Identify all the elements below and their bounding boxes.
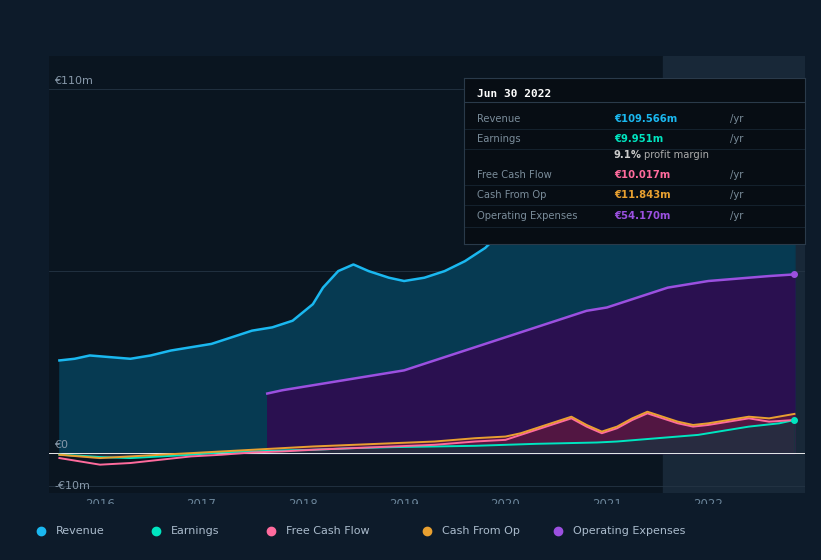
- Text: -€10m: -€10m: [54, 481, 90, 491]
- Text: €0: €0: [54, 440, 68, 450]
- Text: Earnings: Earnings: [478, 134, 521, 144]
- Text: Cash From Op: Cash From Op: [442, 526, 520, 536]
- Text: Jun 30 2022: Jun 30 2022: [478, 89, 552, 99]
- Text: €10.017m: €10.017m: [614, 170, 670, 180]
- Text: Operating Expenses: Operating Expenses: [573, 526, 686, 536]
- Text: Free Cash Flow: Free Cash Flow: [286, 526, 369, 536]
- Text: /yr: /yr: [730, 170, 743, 180]
- Text: Earnings: Earnings: [171, 526, 219, 536]
- Text: /yr: /yr: [730, 114, 743, 124]
- Text: €109.566m: €109.566m: [614, 114, 677, 124]
- Text: profit margin: profit margin: [644, 150, 709, 160]
- Text: Free Cash Flow: Free Cash Flow: [478, 170, 553, 180]
- Text: €11.843m: €11.843m: [614, 190, 671, 200]
- Text: €54.170m: €54.170m: [614, 211, 670, 221]
- Text: Revenue: Revenue: [56, 526, 104, 536]
- Text: Revenue: Revenue: [478, 114, 521, 124]
- Text: /yr: /yr: [730, 211, 743, 221]
- Text: Operating Expenses: Operating Expenses: [478, 211, 578, 221]
- Text: /yr: /yr: [730, 190, 743, 200]
- Text: /yr: /yr: [730, 134, 743, 144]
- Bar: [663, 56, 805, 493]
- Text: Cash From Op: Cash From Op: [478, 190, 547, 200]
- Text: 9.1%: 9.1%: [614, 150, 642, 160]
- Text: €110m: €110m: [54, 76, 94, 86]
- Text: €9.951m: €9.951m: [614, 134, 663, 144]
